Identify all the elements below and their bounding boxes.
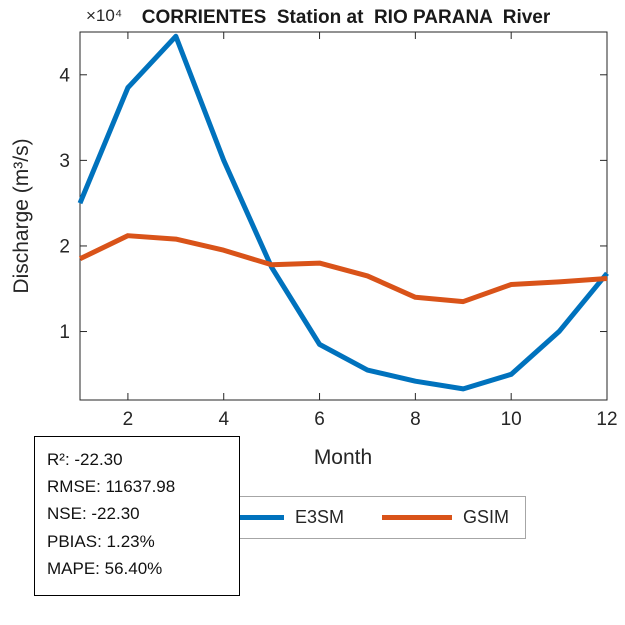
x-tick-label: 6	[314, 409, 325, 430]
y-tick-label: 2	[59, 236, 70, 257]
x-tick-label: 10	[501, 409, 522, 430]
stat-mape: MAPE: 56.40%	[47, 558, 163, 578]
x-tick-label: 8	[410, 409, 421, 430]
legend-item-e3sm: E3SM	[214, 507, 344, 528]
e3sm-line-swatch	[214, 515, 284, 520]
x-tick-label: 2	[123, 409, 134, 430]
stat-pbias: PBIAS: 1.23%	[47, 531, 155, 551]
stat-rmse: RMSE: 11637.98	[47, 477, 176, 497]
legend: E3SM GSIM	[197, 496, 527, 539]
y-axis-exponent: ×10⁴	[86, 6, 122, 25]
legend-item-gsim: GSIM	[382, 507, 509, 528]
gsim-line-swatch	[382, 515, 453, 520]
legend-label-gsim: GSIM	[463, 507, 510, 527]
y-tick-label: 1	[59, 322, 70, 343]
y-tick-label: 3	[59, 151, 70, 172]
stat-nse: NSE: -22.30	[47, 504, 140, 524]
x-tick-label: 4	[218, 409, 229, 430]
axes-box	[79, 31, 608, 401]
y-tick-label: 4	[59, 65, 70, 86]
series-line-gsim	[78, 233, 608, 305]
series-line-e3sm	[77, 33, 609, 392]
chart-title: CORRIENTES Station at RIO PARANA River	[142, 7, 551, 28]
stats-box: R²: -22.30 RMSE: 11637.98 NSE: -22.30 PB…	[34, 436, 240, 596]
x-axis-label: Month	[314, 446, 372, 469]
stat-r2: R²: -22.30	[47, 450, 123, 469]
legend-label-e3sm: E3SM	[295, 507, 345, 527]
y-axis-label: Discharge (m³/s)	[10, 138, 33, 293]
x-tick-label: 12	[596, 409, 617, 430]
